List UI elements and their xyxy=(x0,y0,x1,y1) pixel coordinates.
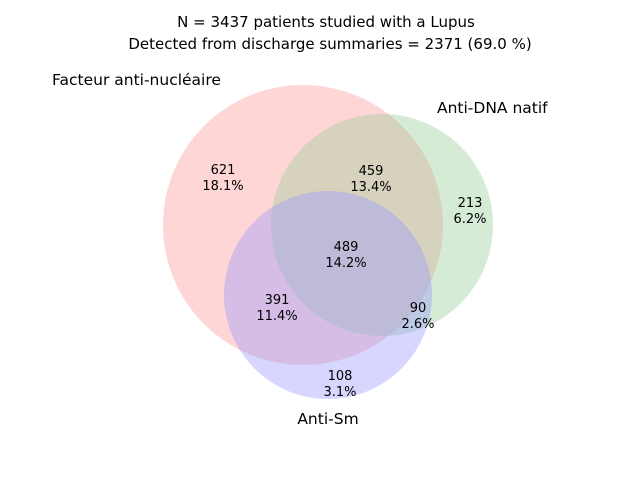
title-line-2: Detected from discharge summaries = 2371… xyxy=(128,35,531,53)
set-label-anti-dna-natif: Anti-DNA natif xyxy=(437,99,548,117)
region-c-only-percent: 3.1% xyxy=(323,385,356,400)
region-ac: 391 11.4% xyxy=(256,293,297,324)
region-bc: 90 2.6% xyxy=(401,301,434,332)
region-labels: 621 18.1% 459 13.4% 213 6.2% 489 14.2% 3… xyxy=(202,163,486,400)
region-a-only-percent: 18.1% xyxy=(202,179,243,194)
region-ac-percent: 11.4% xyxy=(256,309,297,324)
region-bc-count: 90 xyxy=(410,301,427,316)
region-bc-percent: 2.6% xyxy=(401,317,434,332)
region-c-only-count: 108 xyxy=(328,369,353,384)
region-abc: 489 14.2% xyxy=(325,240,366,271)
region-c-only: 108 3.1% xyxy=(323,369,356,400)
circle-facteur-anti-nucleaire xyxy=(163,85,443,365)
region-ab-count: 459 xyxy=(359,164,384,179)
region-b-only-count: 213 xyxy=(458,196,483,211)
region-ab-percent: 13.4% xyxy=(350,180,391,195)
region-ab: 459 13.4% xyxy=(350,164,391,195)
region-b-only-percent: 6.2% xyxy=(453,212,486,227)
region-abc-percent: 14.2% xyxy=(325,256,366,271)
circle-anti-dna-natif xyxy=(271,114,493,336)
circle-anti-sm xyxy=(224,191,432,399)
region-b-only: 213 6.2% xyxy=(453,196,486,227)
title-line-1: N = 3437 patients studied with a Lupus xyxy=(177,13,475,31)
set-label-anti-sm: Anti-Sm xyxy=(297,410,358,428)
set-circles xyxy=(163,85,493,399)
region-a-only: 621 18.1% xyxy=(202,163,243,194)
region-ac-count: 391 xyxy=(265,293,290,308)
region-abc-count: 489 xyxy=(334,240,359,255)
region-a-only-count: 621 xyxy=(211,163,236,178)
set-label-facteur-anti-nucleaire: Facteur anti-nucléaire xyxy=(52,71,221,89)
